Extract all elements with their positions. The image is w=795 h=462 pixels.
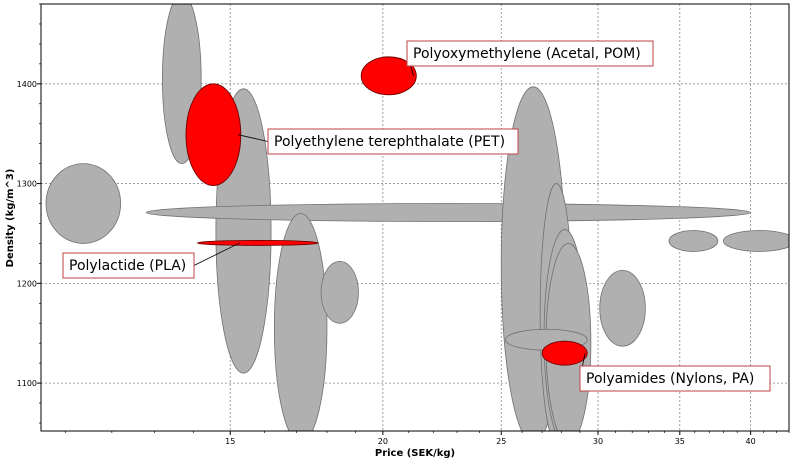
material-label: Polyoxymethylene (Acetal, POM) <box>413 46 641 62</box>
material-label-box <box>579 365 771 392</box>
material-label: Polyethylene terephthalate (PET) <box>274 134 505 150</box>
material-label: Polylactide (PLA) <box>69 258 186 274</box>
material-bubble <box>599 269 646 347</box>
x-tick-label: 40 <box>746 437 756 446</box>
x-tick-label: 20 <box>378 437 388 446</box>
axis-ticks: 15 20 25 30 35 40 1100 1200 1300 1400 <box>17 3 790 446</box>
material-label-box <box>406 40 654 67</box>
highlighted-bubbles <box>185 56 588 366</box>
material-bubble <box>320 260 359 324</box>
label-leader-line <box>237 134 269 142</box>
material-bubbles <box>45 4 789 431</box>
y-tick-label: 1400 <box>17 80 37 89</box>
highlighted-material-bubble <box>360 56 417 96</box>
highlighted-material-bubble <box>541 340 588 366</box>
material-label: Polyamides (Nylons, PA) <box>586 371 754 387</box>
x-tick-label: 15 <box>225 437 235 446</box>
label-leader-line <box>193 242 240 266</box>
highlighted-material-bubble <box>185 83 242 187</box>
y-tick-label: 1100 <box>17 379 37 388</box>
material-annotations: Polyoxymethylene (Acetal, POM) Polyethyle… <box>62 40 771 392</box>
material-bubble <box>45 163 122 244</box>
material-bubble <box>723 230 789 252</box>
x-tick-label: 35 <box>675 437 685 446</box>
x-tick-label: 25 <box>496 437 506 446</box>
material-label-box <box>62 252 195 279</box>
y-tick-label: 1200 <box>17 279 37 288</box>
plot-frame <box>40 3 790 432</box>
y-tick-label: 1300 <box>17 180 37 189</box>
x-axis-title: Price (SEK/kg) <box>375 448 455 459</box>
material-bubble <box>668 230 719 252</box>
x-tick-label: 30 <box>593 437 603 446</box>
material-bubble <box>273 213 328 431</box>
y-axis-title: Density (kg/m^3) <box>5 169 16 268</box>
highlighted-material-bubble <box>196 239 319 246</box>
material-label-box <box>267 128 519 155</box>
material-bubble <box>145 203 752 222</box>
